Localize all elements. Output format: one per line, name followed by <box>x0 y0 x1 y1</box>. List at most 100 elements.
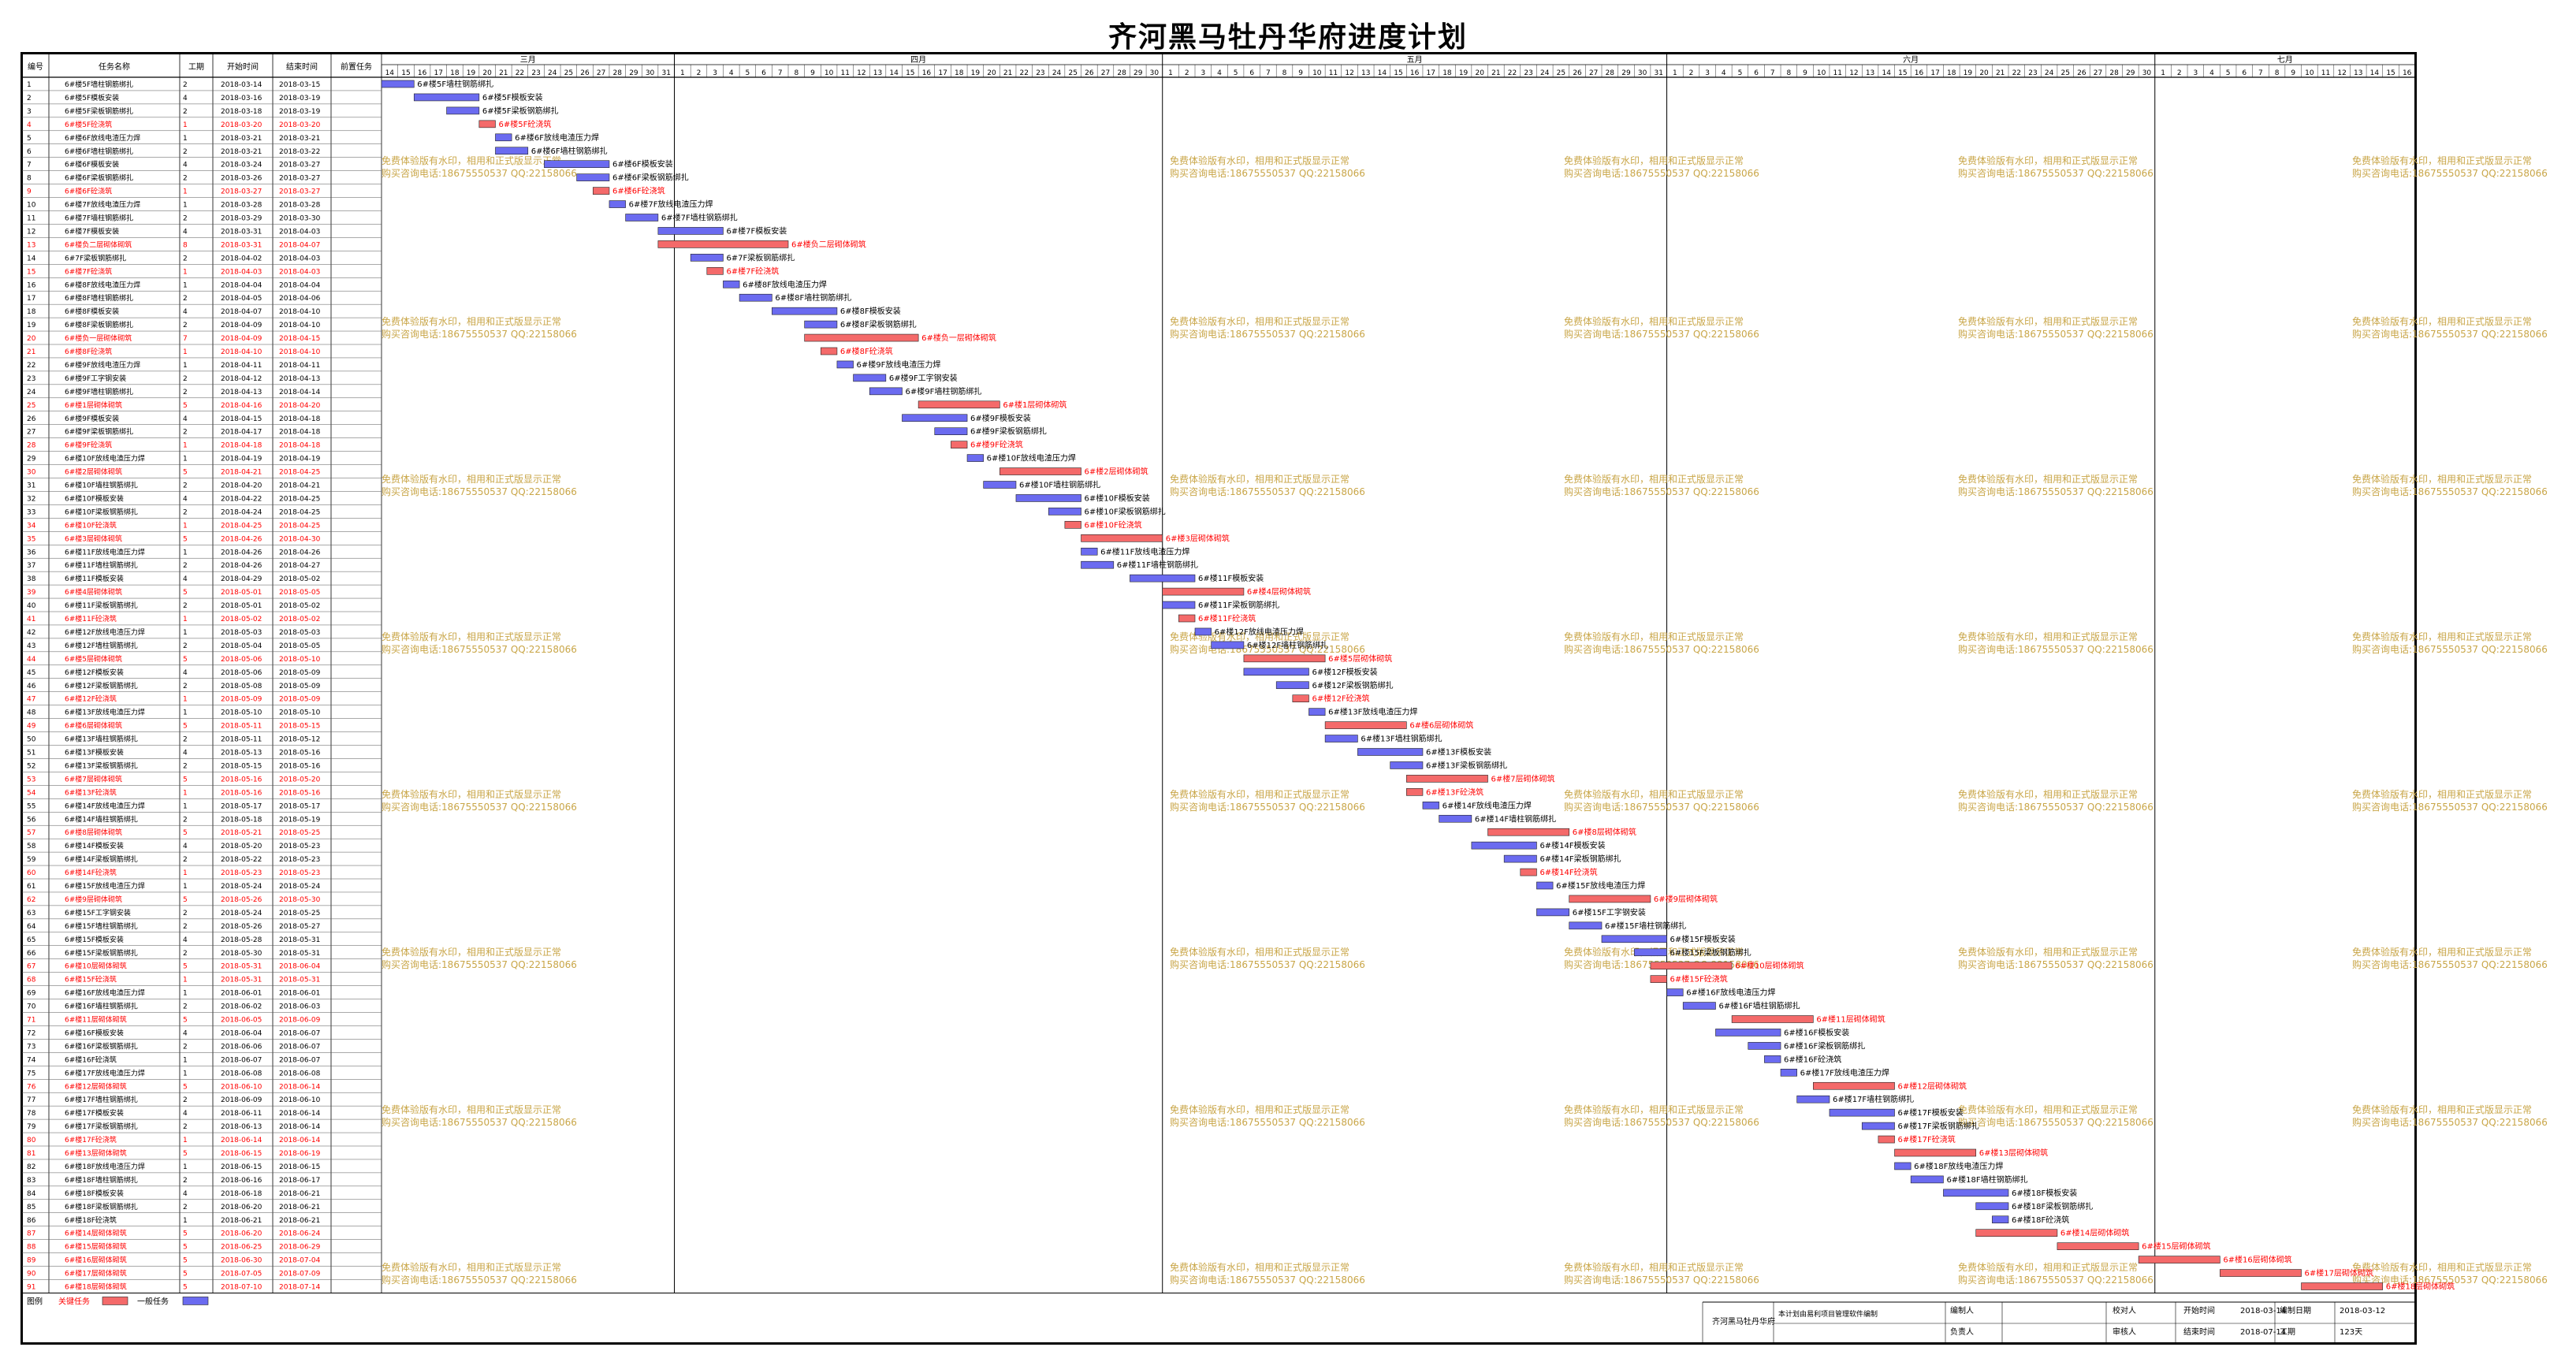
task-duration: 2 <box>183 295 188 303</box>
task-start: 2018-06-15 <box>221 1163 262 1171</box>
bar-label: 6#楼10F梁板钢筋绑扎 <box>1085 506 1166 516</box>
watermark-text: 免费体验版有水印，相用和正式版显示正常 <box>1958 315 2138 327</box>
task-id: 19 <box>27 322 36 329</box>
task-start: 2018-05-06 <box>221 669 262 677</box>
watermark-text: 免费体验版有水印，相用和正式版显示正常 <box>1958 1103 2138 1115</box>
watermark-text: 购买咨询电话:18675550537 QQ:22158066 <box>1958 1274 2153 1286</box>
task-end: 2018-05-31 <box>279 950 320 958</box>
watermark-text: 免费体验版有水印，相用和正式版显示正常 <box>1170 473 1349 485</box>
task-start: 2018-05-15 <box>221 762 262 770</box>
watermark-text: 购买咨询电话:18675550537 QQ:22158066 <box>1564 1274 1759 1286</box>
bar-label: 6#楼15F梁板钢筋绑扎 <box>1670 947 1751 958</box>
task-duration: 2 <box>183 375 188 383</box>
task-end: 2018-06-21 <box>279 1217 320 1225</box>
bar-label: 6#楼14F墙柱钢筋绑扎 <box>1475 813 1556 824</box>
day-label: 26 <box>580 69 590 77</box>
day-label: 3 <box>1201 69 1205 77</box>
watermark-text: 免费体验版有水印，相用和正式版显示正常 <box>1958 1261 2138 1273</box>
day-label: 9 <box>1803 69 1807 77</box>
task-end: 2018-06-07 <box>279 1029 320 1037</box>
watermark-text: 购买咨询电话:18675550537 QQ:22158066 <box>1170 1116 1365 1128</box>
task-duration: 2 <box>183 1204 188 1211</box>
task-duration: 1 <box>183 522 188 530</box>
task-duration: 2 <box>183 1096 188 1104</box>
task-duration: 5 <box>183 1271 188 1278</box>
task-end: 2018-03-20 <box>279 121 321 129</box>
bar-label: 6#楼5F墙柱钢筋绑扎 <box>417 79 493 89</box>
task-name: 6#楼10F梁板钢筋绑扎 <box>65 507 138 516</box>
watermark-text: 免费体验版有水印，相用和正式版显示正常 <box>1564 788 1744 800</box>
task-duration: 1 <box>183 362 188 370</box>
watermark-text: 免费体验版有水印，相用和正式版显示正常 <box>1564 631 1744 642</box>
watermark-text: 购买咨询电话:18675550537 QQ:22158066 <box>1170 328 1365 340</box>
task-end: 2018-05-10 <box>279 656 321 664</box>
task-duration: 5 <box>183 1017 188 1025</box>
task-end: 2018-07-04 <box>279 1257 321 1265</box>
bar-label: 6#楼6F墙柱钢筋绑扎 <box>531 146 608 156</box>
day-label: 4 <box>2209 69 2214 77</box>
task-id: 68 <box>27 977 36 984</box>
task-end: 2018-06-04 <box>279 963 321 971</box>
task-bar <box>1390 761 1424 769</box>
task-start: 2018-03-26 <box>221 175 262 183</box>
bar-label: 6#楼18F梁板钢筋绑扎 <box>2012 1201 2093 1211</box>
bar-label: 6#楼6F砼浇筑 <box>612 186 665 196</box>
day-label: 1 <box>680 69 685 77</box>
task-start: 2018-06-21 <box>221 1217 262 1225</box>
task-end: 2018-05-31 <box>279 977 320 984</box>
task-bar <box>934 427 968 436</box>
bar-label: 6#楼9F砼浇筑 <box>970 440 1023 450</box>
watermark-text: 购买咨询电话:18675550537 QQ:22158066 <box>382 486 577 497</box>
task-bar <box>1308 708 1326 716</box>
footer-author-label: 编制人 <box>1950 1305 1974 1315</box>
column-header: 前置任务 <box>341 61 372 72</box>
task-bar <box>413 93 480 102</box>
watermark-text: 购买咨询电话:18675550537 QQ:22158066 <box>2352 167 2548 179</box>
day-label: 3 <box>1705 69 1710 77</box>
task-end: 2018-03-21 <box>279 135 320 143</box>
day-label: 16 <box>1410 69 1420 77</box>
task-name: 6#楼5F模板安装 <box>65 93 119 102</box>
task-duration: 1 <box>183 456 188 463</box>
footer-date-label: 编制日期 <box>2280 1305 2311 1315</box>
task-name: 6#楼13F放线电渣压力焊 <box>65 708 145 717</box>
task-end: 2018-05-10 <box>279 709 321 717</box>
task-duration: 2 <box>183 255 188 262</box>
task-id: 18 <box>27 308 36 316</box>
task-id: 7 <box>27 162 32 169</box>
task-bar <box>804 320 838 329</box>
task-bar <box>1081 547 1098 556</box>
day-label: 22 <box>516 69 524 77</box>
day-label: 17 <box>434 69 443 77</box>
legend-normal-swatch <box>182 1297 209 1305</box>
task-bar <box>1764 1055 1781 1063</box>
task-id: 85 <box>27 1204 35 1211</box>
task-name: 6#楼16F放线电渣压力焊 <box>65 988 145 998</box>
bar-label: 6#楼9F墙柱钢筋绑扎 <box>905 386 981 396</box>
bar-label: 6#楼13F砼浇筑 <box>1426 787 1483 797</box>
task-id: 82 <box>27 1163 35 1171</box>
task-id: 23 <box>27 375 35 383</box>
task-bar <box>495 133 512 142</box>
task-start: 2018-05-26 <box>221 896 262 904</box>
day-label: 6 <box>1754 69 1759 77</box>
bar-label: 6#楼13F梁板钢筋绑扎 <box>1426 760 1507 770</box>
task-name: 6#楼14F砼浇筑 <box>65 868 117 877</box>
task-end: 2018-04-15 <box>279 335 320 343</box>
task-end: 2018-05-09 <box>279 683 321 690</box>
task-duration: 1 <box>183 869 188 877</box>
task-name: 6#楼8F砼浇筑 <box>65 347 112 356</box>
bar-label: 6#楼6F梁板钢筋绑扎 <box>612 173 689 183</box>
task-duration: 2 <box>183 562 188 570</box>
task-id: 71 <box>27 1017 35 1025</box>
bar-label: 6#楼7F放线电渣压力焊 <box>629 199 713 210</box>
task-duration: 5 <box>183 1284 188 1292</box>
task-start: 2018-04-26 <box>221 535 262 543</box>
task-duration: 5 <box>183 589 188 597</box>
task-id: 67 <box>27 963 35 971</box>
task-name: 6#楼17F梁板钢筋绑扎 <box>65 1122 138 1131</box>
task-start: 2018-04-19 <box>221 456 262 463</box>
task-id: 91 <box>27 1284 35 1292</box>
day-label: 8 <box>794 69 798 77</box>
task-end: 2018-06-14 <box>279 1137 321 1144</box>
